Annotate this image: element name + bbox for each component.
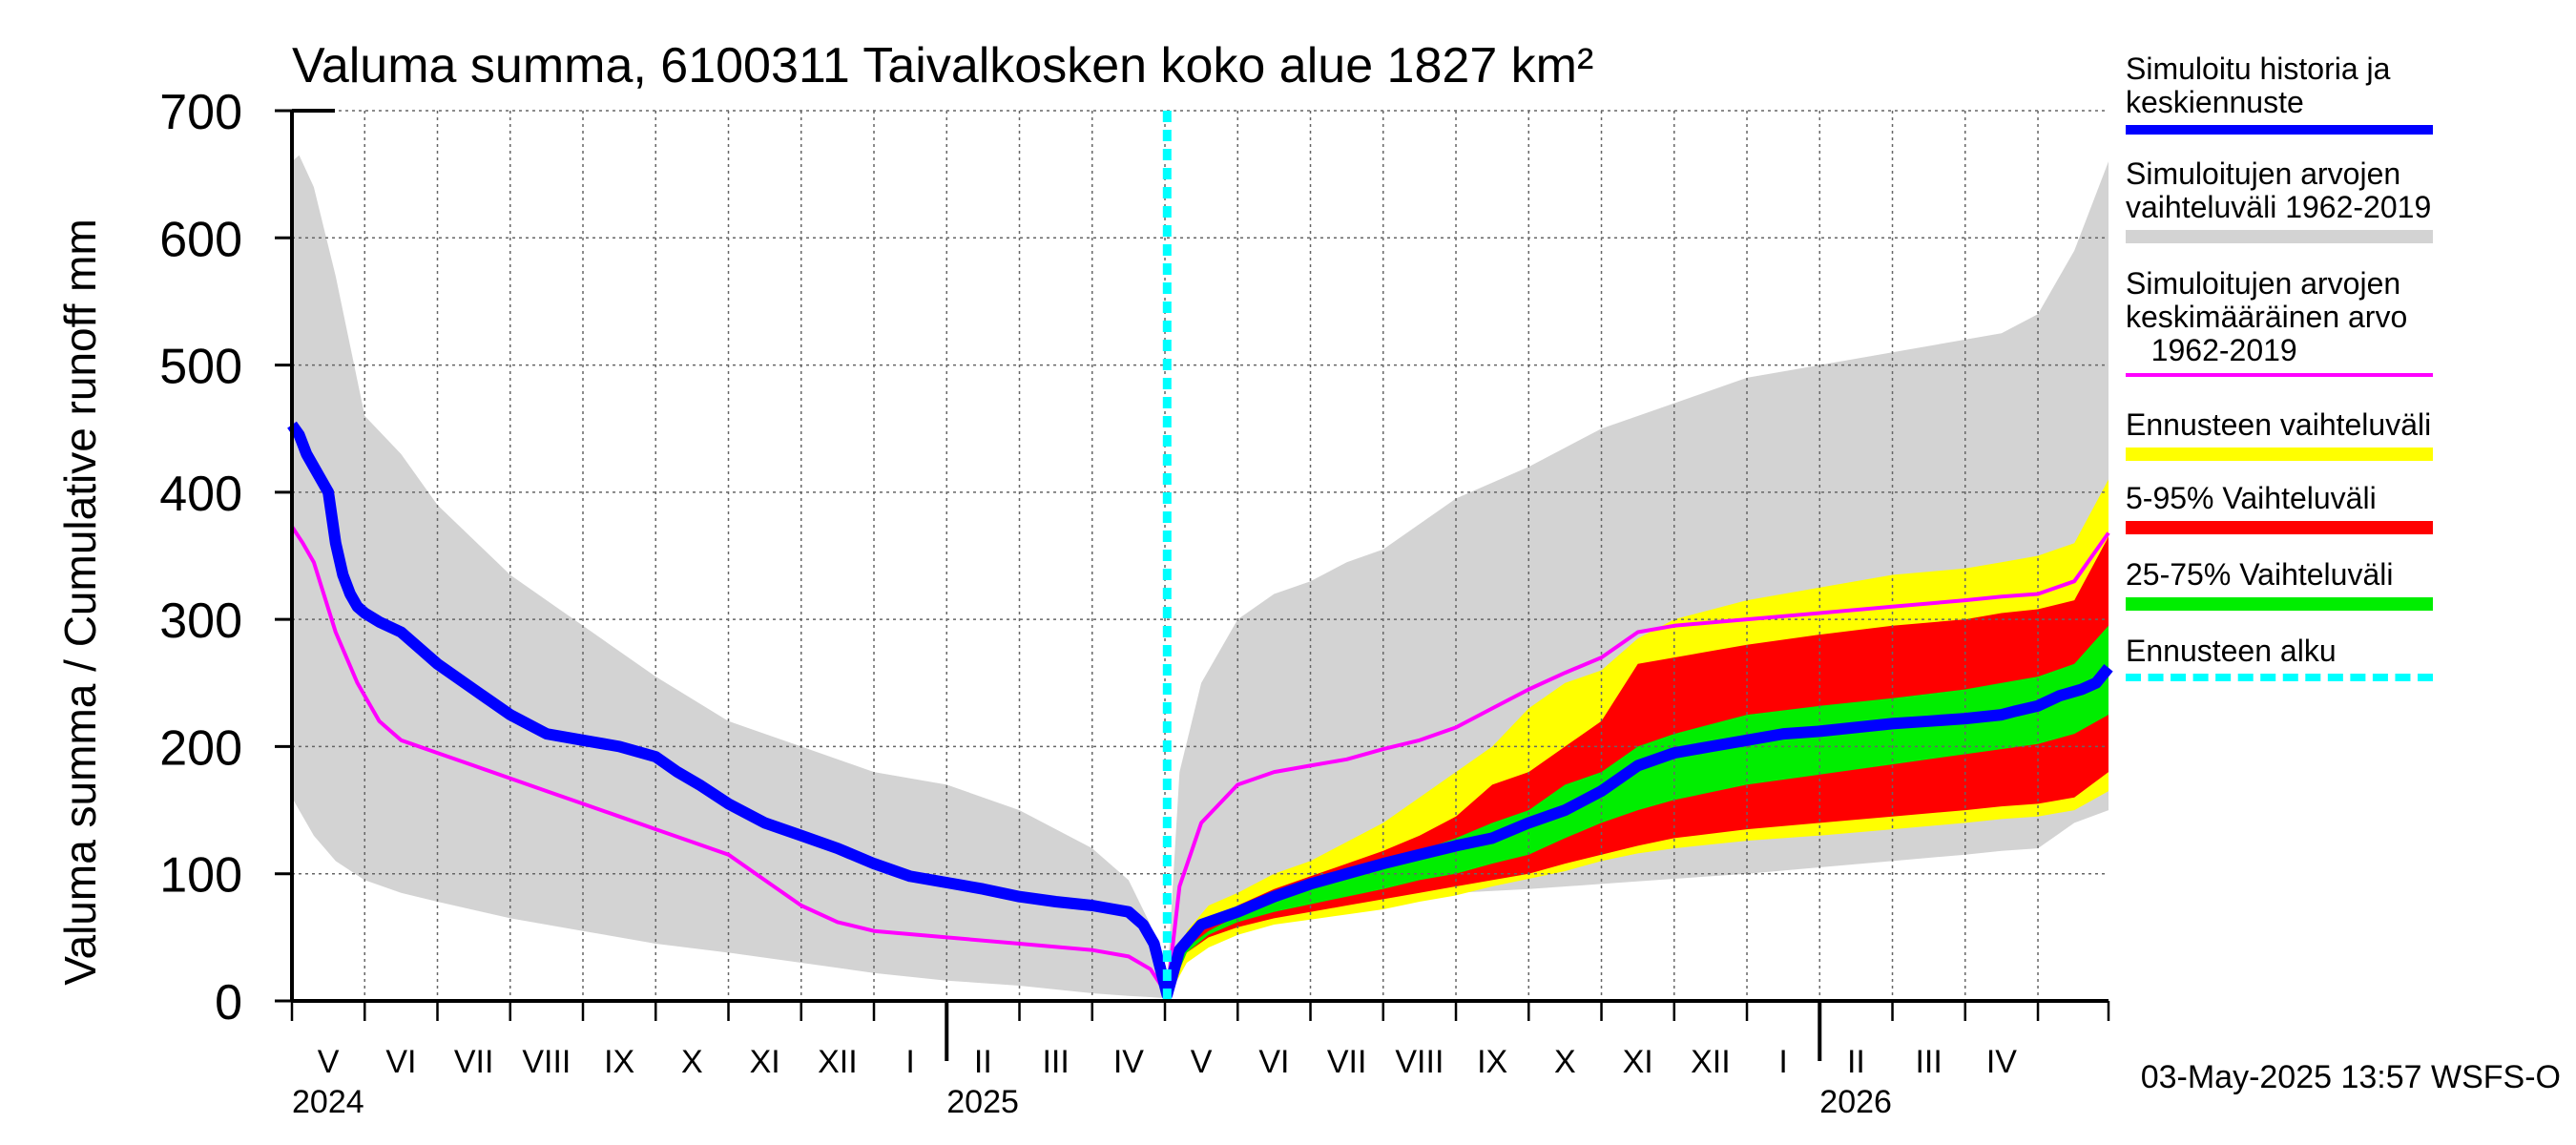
- y-tick-label: 500: [159, 340, 242, 395]
- y-tick-label: 400: [159, 467, 242, 522]
- x-month-label: V: [1191, 1044, 1213, 1080]
- band-25-75-vaihteluv-li: [1167, 625, 2109, 999]
- legend-swatch: [2126, 125, 2433, 135]
- y-tick-label: 200: [159, 720, 242, 776]
- x-month-label: IV: [1986, 1044, 2017, 1080]
- legend-swatch: [2126, 448, 2433, 461]
- chart-title: Valuma summa, 6100311 Taivalkosken koko …: [292, 38, 1593, 94]
- y-tick-label: 700: [159, 85, 242, 140]
- legend-item: Simuloitujen arvojen keskimääräinen arvo…: [2126, 266, 2433, 377]
- x-month-label: III: [1042, 1044, 1069, 1080]
- x-month-label: VIII: [1395, 1044, 1444, 1080]
- legend-label: Ennusteen alku: [2126, 634, 2337, 668]
- x-month-label: VII: [1327, 1044, 1367, 1080]
- legend-label: Simuloitu historia ja keskiennuste: [2126, 52, 2391, 119]
- x-month-label: III: [1915, 1044, 1942, 1080]
- line-simuloitujen-arvojen-keskim-r-inen-arvo-1962-2019: [290, 525, 2110, 997]
- y-tick-label: 600: [159, 212, 242, 267]
- legend-swatch: [2126, 674, 2433, 681]
- legend-label: 25-75% Vaihteluväli: [2126, 557, 2394, 592]
- x-month-label: VI: [385, 1044, 416, 1080]
- timestamp-stamp: 03-May-2025 13:57 WSFS-O: [2140, 1059, 2561, 1095]
- legend-swatch: [2126, 521, 2433, 534]
- legend-item: Ennusteen alku: [2126, 634, 2433, 681]
- x-month-label: IX: [1477, 1044, 1507, 1080]
- x-year-label: 2026: [1819, 1084, 1892, 1120]
- x-year-label: 2024: [292, 1084, 364, 1120]
- x-month-label: IV: [1113, 1044, 1144, 1080]
- x-month-label: II: [1847, 1044, 1865, 1080]
- x-month-label: VI: [1258, 1044, 1289, 1080]
- line-simuloitu-historia-ja-keskiennuste: [287, 421, 2113, 1001]
- y-tick-label: 100: [159, 848, 242, 904]
- x-month-label: XI: [750, 1044, 780, 1080]
- legend-label: Simuloitujen arvojen keskimääräinen arvo…: [2126, 266, 2408, 367]
- x-month-label: II: [974, 1044, 992, 1080]
- x-month-label: VII: [454, 1044, 494, 1080]
- x-month-label: IX: [604, 1044, 634, 1080]
- x-month-label: X: [1554, 1044, 1576, 1080]
- x-month-label: XII: [1691, 1044, 1731, 1080]
- legend-label: 5-95% Vaihteluväli: [2126, 481, 2377, 515]
- legend-swatch: [2126, 230, 2433, 243]
- x-month-label: X: [681, 1044, 703, 1080]
- x-month-label: I: [905, 1044, 914, 1080]
- y-tick-label: 300: [159, 593, 242, 649]
- x-year-label: 2025: [946, 1084, 1019, 1120]
- x-month-label: XII: [818, 1044, 858, 1080]
- legend-item: Ennusteen vaihteluväli: [2126, 407, 2433, 461]
- x-month-label: VIII: [522, 1044, 571, 1080]
- x-month-label: I: [1778, 1044, 1787, 1080]
- legend-item: 5-95% Vaihteluväli: [2126, 481, 2433, 534]
- y-axis-label: Valuma summa / Cumulative runoff mm: [55, 219, 105, 986]
- x-month-label: XI: [1623, 1044, 1653, 1080]
- legend-swatch: [2126, 597, 2433, 611]
- y-tick-label: 0: [215, 975, 242, 1030]
- band-simuloitujen-arvojen-vaihteluv-li-1962-2019: [292, 155, 2109, 999]
- legend-swatch: [2126, 373, 2433, 377]
- legend-label: Simuloitujen arvojen vaihteluväli 1962-2…: [2126, 156, 2432, 224]
- legend-item: 25-75% Vaihteluväli: [2126, 557, 2433, 611]
- x-month-label: V: [318, 1044, 340, 1080]
- legend-item: Simuloitujen arvojen vaihteluväli 1962-2…: [2126, 156, 2433, 243]
- legend-label: Ennusteen vaihteluväli: [2126, 407, 2432, 442]
- legend-item: Simuloitu historia ja keskiennuste: [2126, 52, 2433, 135]
